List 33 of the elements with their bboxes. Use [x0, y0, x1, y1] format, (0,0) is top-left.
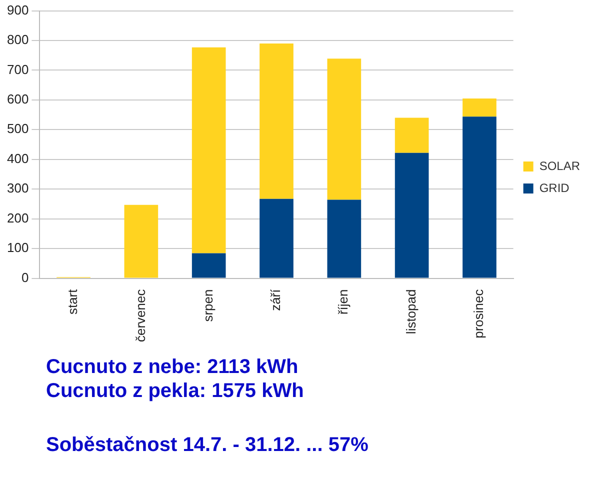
y-tick-label: 100 [6, 240, 29, 256]
y-tick-label: 500 [6, 121, 29, 136]
x-tick-label: září [268, 288, 284, 311]
y-tick-label: 700 [6, 62, 29, 77]
bar [394, 152, 429, 278]
bar [260, 43, 294, 199]
y-tick-label: 200 [6, 210, 29, 226]
y-tick-label: 800 [6, 32, 29, 48]
bar [462, 116, 496, 278]
bar [327, 58, 362, 200]
bar [462, 98, 496, 117]
x-tick-label: prosinec [471, 288, 486, 338]
text: Cucnuto z pekla: 1575 kWh [46, 379, 305, 403]
x-tick-label: listopad [403, 289, 418, 334]
x-tick-label: srpen [200, 289, 216, 322]
x-tick-label: říjen [336, 289, 351, 315]
legend-label: SOLAR [539, 158, 580, 173]
bar [192, 47, 226, 254]
y-tick-label: 300 [6, 180, 29, 196]
bar [124, 204, 158, 278]
x-tick-label: červenec [132, 288, 148, 342]
bar [394, 118, 429, 153]
x-tick-label: start [65, 288, 80, 315]
text: Cucnuto z nebe: 2113 kWh [46, 355, 300, 379]
y-tick-label: 0 [21, 270, 29, 285]
y-tick-label: 400 [6, 150, 29, 166]
text: Soběstačnost 14.7. - 31.12. ... 57% [46, 433, 368, 457]
bar [260, 198, 294, 278]
y-tick-label: 900 [6, 2, 29, 18]
legend-label: GRID [539, 180, 570, 195]
bar [327, 200, 362, 278]
bar [192, 253, 226, 278]
y-tick-label: 600 [6, 92, 29, 107]
